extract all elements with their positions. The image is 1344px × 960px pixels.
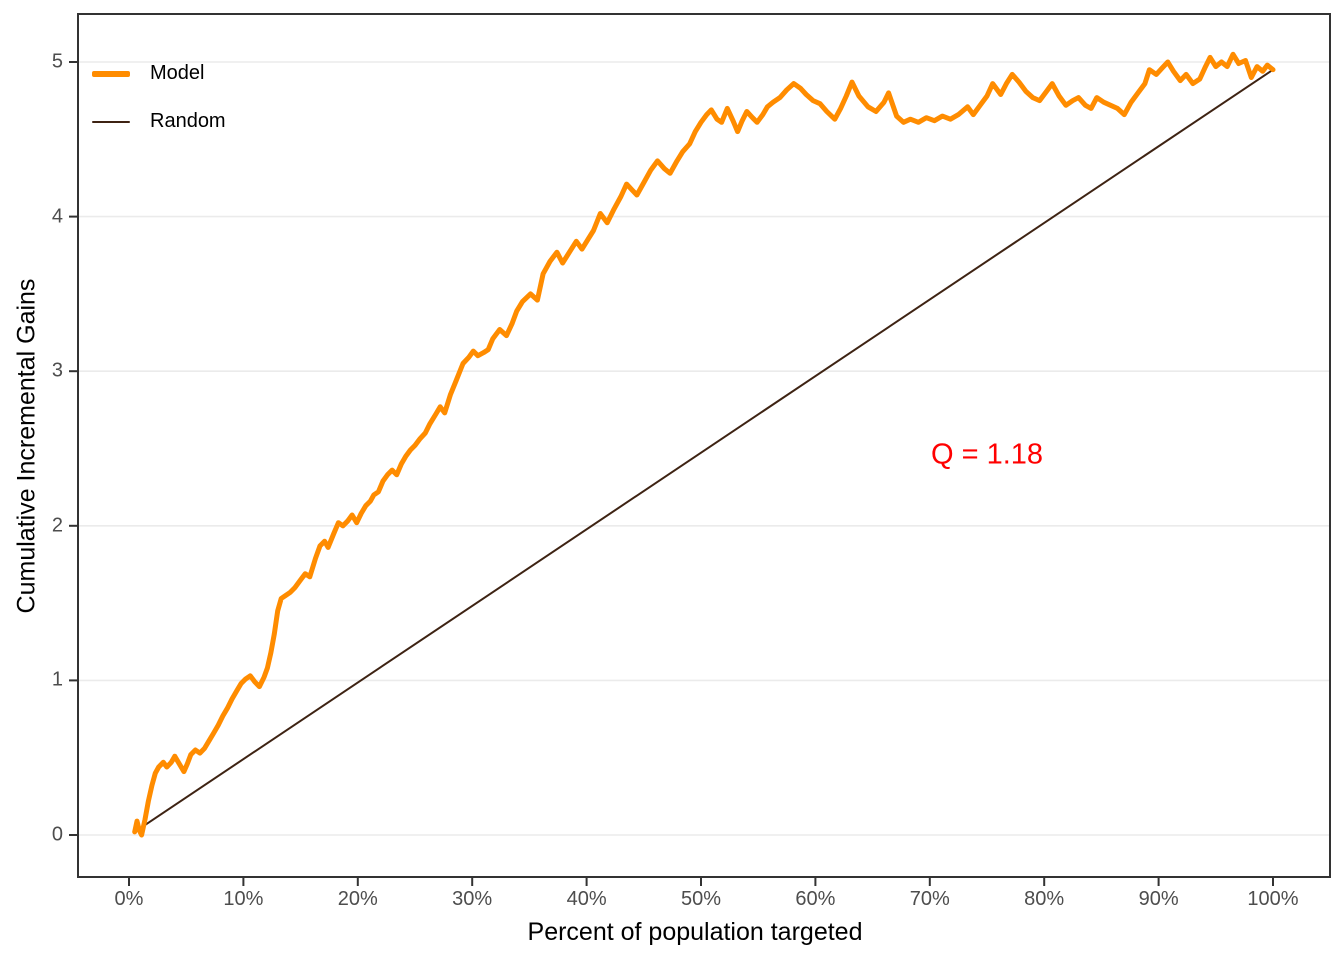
y-tick-label-2: 2 [51, 514, 63, 537]
legend-item-random: Random [92, 110, 226, 133]
panel-border [77, 13, 1331, 878]
model-line-key-icon [92, 70, 130, 77]
x-tick-label-0%: 0% [114, 888, 144, 910]
x-tick-label-30%: 30% [452, 888, 493, 910]
x-tick-label-60%: 60% [795, 888, 836, 910]
y-axis-title: Cumulative Incremental Gains [12, 278, 41, 614]
y-tick-label-4: 4 [51, 205, 63, 228]
x-tick-label-90%: 90% [1138, 888, 1179, 910]
y-tick-label-0: 0 [51, 823, 63, 846]
random-line-key-icon [92, 120, 130, 123]
x-tick-label-50%: 50% [680, 888, 722, 910]
legend-item-model: Model [92, 62, 204, 85]
random-line [133, 68, 1274, 833]
x-tick-label-70%: 70% [909, 888, 950, 910]
legend-label-model: Model [150, 62, 205, 84]
x-tick-label-10%: 10% [223, 888, 264, 910]
x-axis-title: Percent of population targeted [527, 918, 863, 946]
y-tick-label-3: 3 [51, 359, 63, 382]
legend-label-random: Random [150, 110, 226, 132]
x-tick-label-20%: 20% [337, 888, 378, 910]
x-tick-label-80%: 80% [1024, 888, 1065, 910]
qini-coefficient-annotation: Q = 1.18 [930, 438, 1044, 471]
y-tick-label-5: 5 [51, 50, 63, 73]
model-line [132, 51, 1276, 838]
y-tick-label-1: 1 [51, 668, 63, 691]
x-tick-label-100%: 100% [1247, 888, 1299, 910]
x-tick-label-40%: 40% [566, 888, 607, 910]
